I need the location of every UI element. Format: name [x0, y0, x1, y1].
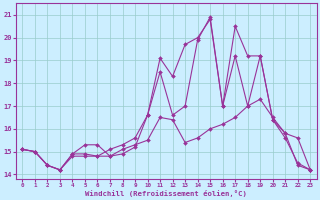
X-axis label: Windchill (Refroidissement éolien,°C): Windchill (Refroidissement éolien,°C) [85, 190, 247, 197]
